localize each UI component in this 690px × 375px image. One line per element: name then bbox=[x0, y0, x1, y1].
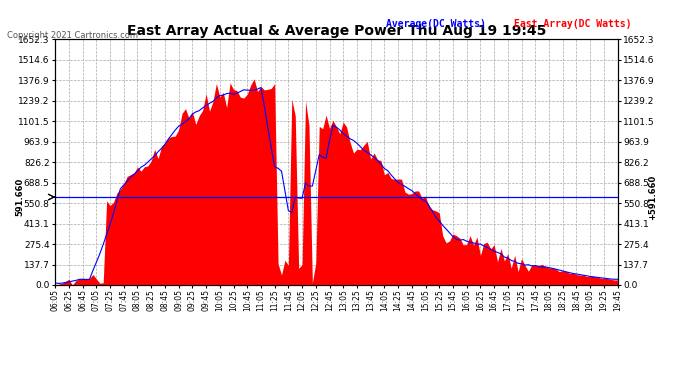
Title: East Array Actual & Average Power Thu Aug 19 19:45: East Array Actual & Average Power Thu Au… bbox=[127, 24, 546, 38]
Text: East Array(DC Watts): East Array(DC Watts) bbox=[514, 20, 631, 29]
Text: Copyright 2021 Cartronics.com: Copyright 2021 Cartronics.com bbox=[7, 31, 138, 40]
Text: 591.660: 591.660 bbox=[15, 178, 24, 216]
Text: +591.660: +591.660 bbox=[649, 174, 658, 220]
Text: Average(DC Watts): Average(DC Watts) bbox=[386, 20, 486, 29]
